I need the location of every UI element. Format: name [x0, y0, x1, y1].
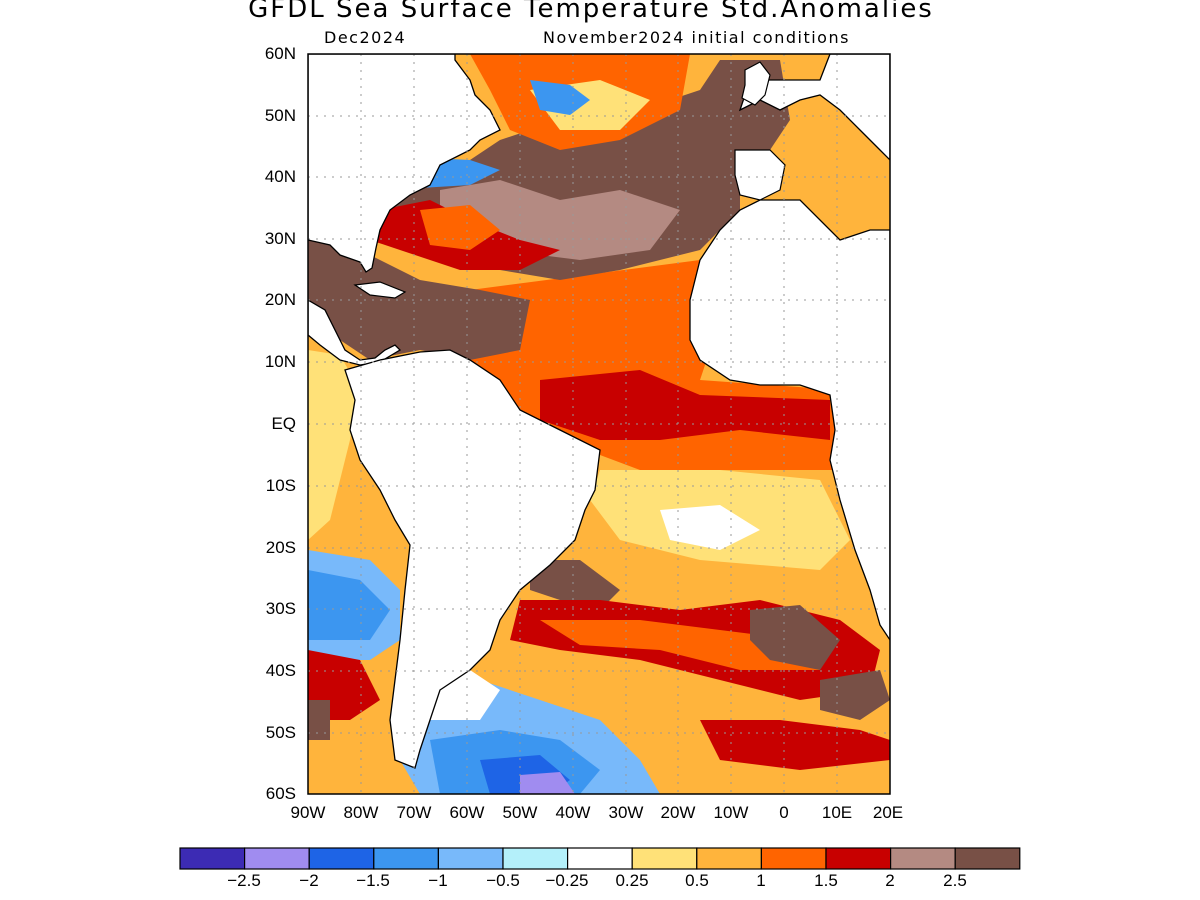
- colorbar-label: 2.5: [943, 871, 967, 890]
- colorbar-label: −1.5: [356, 871, 390, 890]
- south-atlantic-white: [660, 505, 760, 550]
- colorbar-label: −2.5: [227, 871, 261, 890]
- lon-label-50w: 50W: [502, 803, 538, 822]
- lat-label-eq: EQ: [271, 414, 296, 433]
- lon-label-10e: 10E: [821, 803, 853, 822]
- pacific-south-brown: [308, 700, 330, 740]
- colorbar-swatch: [696, 847, 762, 870]
- benguela-brown: [750, 605, 840, 670]
- africa-land: [689, 199, 890, 642]
- lat-label-40n: 40N: [264, 167, 296, 186]
- colorbar-label: −2: [299, 871, 319, 890]
- colorbar-label: −0.25: [545, 871, 589, 890]
- lat-label-30n: 30N: [264, 229, 296, 248]
- lat-label-30s: 30S: [265, 599, 296, 618]
- lat-gridlines: [308, 115, 890, 734]
- colorbar-label: 1: [756, 871, 766, 890]
- lon-label-10w: 10W: [713, 803, 749, 822]
- colorbar-swatch: [179, 847, 246, 870]
- map-frame: [307, 53, 891, 795]
- colorbar-swatch: [437, 847, 504, 870]
- cape-brown: [820, 670, 890, 720]
- colorbar-label: 0.5: [685, 871, 709, 890]
- forecast-month: Dec2024: [324, 28, 407, 47]
- lat-label-50s: 50S: [265, 723, 296, 742]
- lat-label-20s: 20S: [265, 538, 296, 557]
- labrador-cold: [530, 80, 590, 115]
- uk-land: [741, 61, 771, 106]
- colorbar: [179, 847, 1021, 870]
- lon-label-40w: 40W: [555, 803, 591, 822]
- chart-title: GFDL Sea Surface Temperature Std.Anomali…: [248, 0, 934, 24]
- lat-label-10s: 10S: [265, 476, 296, 495]
- lon-label-30w: 30W: [608, 803, 644, 822]
- caribbean-anomaly: [308, 240, 530, 360]
- colorbar-label: 1.5: [814, 871, 838, 890]
- colorbar-label: −1: [428, 871, 448, 890]
- tropical-hot-band: [540, 370, 830, 440]
- south-coldest: [520, 772, 575, 794]
- central-america-land: [308, 299, 402, 366]
- colorbar-swatch: [566, 847, 633, 870]
- lat-label-50n: 50N: [264, 106, 296, 125]
- lon-gridlines: [360, 54, 838, 794]
- colorbar-swatch: [760, 847, 827, 870]
- pacific-tropical-light: [308, 350, 360, 540]
- colorbar-label: −0.5: [486, 871, 520, 890]
- lat-label-60s: 60S: [265, 784, 296, 803]
- colorbar-swatch: [954, 847, 1021, 870]
- lon-label-90w: 90W: [290, 803, 326, 822]
- chile-colder: [308, 570, 390, 640]
- lat-label-10n: 10N: [264, 352, 296, 371]
- colorbar-label: 2: [885, 871, 895, 890]
- lon-label-0: 0: [779, 803, 789, 822]
- colorbar-label: 0.25: [615, 871, 649, 890]
- colorbar-swatch: [244, 847, 310, 870]
- iberia-land: [734, 149, 786, 201]
- lat-label-20n: 20N: [264, 290, 296, 309]
- lon-label-20e: 20E: [872, 803, 904, 822]
- lon-label-80w: 80W: [343, 803, 379, 822]
- colorbar-swatch: [308, 847, 375, 870]
- north-america-land: [308, 54, 501, 273]
- lon-label-70w: 70W: [396, 803, 432, 822]
- initial-conditions: November2024 initial conditions: [543, 28, 850, 47]
- colorbar-swatch: [502, 847, 569, 870]
- south-atlantic-orange: [540, 620, 820, 670]
- south-america-land: [344, 349, 601, 769]
- lon-label-20w: 20W: [660, 803, 696, 822]
- cuba-land: [353, 281, 407, 299]
- gulf-stream-orange: [420, 205, 500, 250]
- colorbar-swatch: [373, 847, 439, 870]
- lat-label-40s: 40S: [265, 661, 296, 680]
- europe-land: [738, 54, 890, 161]
- lon-label-60w: 60W: [449, 803, 485, 822]
- colorbar-swatch: [889, 847, 956, 870]
- lat-label-60n: 60N: [264, 44, 296, 63]
- south-atlantic-brown: [530, 560, 620, 610]
- southern-red: [700, 720, 890, 770]
- colorbar-swatch: [825, 847, 892, 870]
- colorbar-swatch: [631, 847, 698, 870]
